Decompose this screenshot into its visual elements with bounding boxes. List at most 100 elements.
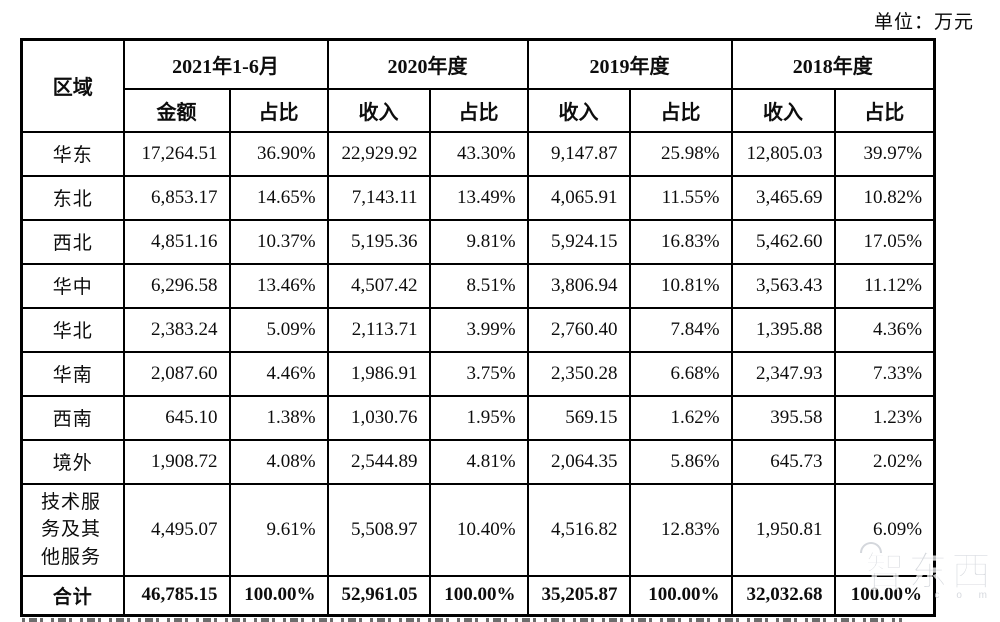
value-cell: 11.55%	[628, 174, 733, 221]
value-cell: 395.58	[730, 394, 836, 441]
region-cell: 西南	[20, 394, 125, 441]
value-cell: 11.12%	[833, 262, 936, 309]
value-cell: 1,950.81	[730, 482, 836, 578]
value-cell: 5,508.97	[326, 482, 431, 578]
value-cell: 5,924.15	[526, 218, 631, 265]
value-cell: 1,395.88	[730, 306, 836, 353]
value-cell: 8.51%	[428, 262, 529, 309]
value-cell: 645.73	[730, 438, 836, 485]
table-row: 华北 2,383.24 5.09% 2,113.71 3.99% 2,760.4…	[20, 306, 936, 353]
value-cell: 4,507.42	[326, 262, 431, 309]
value-cell: 2,113.71	[326, 306, 431, 353]
value-cell: 22,929.92	[326, 130, 431, 177]
value-cell: 1.95%	[428, 394, 529, 441]
region-cell: 西北	[20, 218, 125, 265]
value-cell: 4.36%	[833, 306, 936, 353]
table-row: 西南 645.10 1.38% 1,030.76 1.95% 569.15 1.…	[20, 394, 936, 441]
value-cell: 9.61%	[228, 482, 329, 578]
value-cell: 6.68%	[628, 350, 733, 397]
value-cell: 3,465.69	[730, 174, 836, 221]
value-cell: 36.90%	[228, 130, 329, 177]
region-column-header: 区域	[20, 38, 125, 133]
unit-label: 单位：万元	[873, 12, 974, 33]
value-cell: 25.98%	[628, 130, 733, 177]
region-cell: 华东	[20, 130, 125, 177]
value-cell: 35,205.87	[526, 575, 631, 617]
value-cell: 12,805.03	[730, 130, 836, 177]
value-cell: 52,961.05	[326, 575, 431, 617]
value-cell: 32,032.68	[730, 575, 836, 617]
table-row: 境外 1,908.72 4.08% 2,544.89 4.81% 2,064.3…	[20, 438, 936, 485]
subheader-2018-revenue: 收入	[730, 87, 836, 133]
value-cell: 17,264.51	[122, 130, 231, 177]
value-cell: 5.86%	[628, 438, 733, 485]
value-cell: 13.49%	[428, 174, 529, 221]
value-cell: 16.83%	[628, 218, 733, 265]
value-cell: 2.02%	[833, 438, 936, 485]
value-cell: 14.65%	[228, 174, 329, 221]
subheader-2019-revenue: 收入	[526, 87, 631, 133]
value-cell: 9.81%	[428, 218, 529, 265]
value-cell: 13.46%	[228, 262, 329, 309]
value-cell: 9,147.87	[526, 130, 631, 177]
subheader-2020-share: 占比	[428, 87, 529, 133]
value-cell: 100.00%	[833, 575, 936, 617]
value-cell: 100.00%	[428, 575, 529, 617]
value-cell: 3,806.94	[526, 262, 631, 309]
colgroup-2020: 2020年度	[326, 38, 529, 90]
value-cell: 6,853.17	[122, 174, 231, 221]
value-cell: 2,383.24	[122, 306, 231, 353]
table-row: 华南 2,087.60 4.46% 1,986.91 3.75% 2,350.2…	[20, 350, 936, 397]
clipped-text-line	[22, 618, 902, 622]
region-cell: 华北	[20, 306, 125, 353]
value-cell: 6,296.58	[122, 262, 231, 309]
value-cell: 1,908.72	[122, 438, 231, 485]
region-cell: 技术服务及其他服务	[20, 482, 125, 578]
value-cell: 4,851.16	[122, 218, 231, 265]
value-cell: 1.23%	[833, 394, 936, 441]
colgroup-2018: 2018年度	[730, 38, 936, 90]
value-cell: 2,347.93	[730, 350, 836, 397]
value-cell: 17.05%	[833, 218, 936, 265]
value-cell: 3,563.43	[730, 262, 836, 309]
value-cell: 10.37%	[228, 218, 329, 265]
value-cell: 5,462.60	[730, 218, 836, 265]
value-cell: 39.97%	[833, 130, 936, 177]
revenue-by-region-table: 区域 2021年1-6月 2020年度 2019年度 2018年度 金额 占比 …	[20, 38, 937, 617]
value-cell: 1.62%	[628, 394, 733, 441]
table-body: 华东 17,264.51 36.90% 22,929.92 43.30% 9,1…	[20, 130, 936, 617]
value-cell: 4,516.82	[526, 482, 631, 578]
value-cell: 6.09%	[833, 482, 936, 578]
value-cell: 2,544.89	[326, 438, 431, 485]
value-cell: 3.75%	[428, 350, 529, 397]
value-cell: 2,760.40	[526, 306, 631, 353]
value-cell: 10.82%	[833, 174, 936, 221]
table-row: 华东 17,264.51 36.90% 22,929.92 43.30% 9,1…	[20, 130, 936, 177]
subheader-2021-amount: 金额	[122, 87, 231, 133]
value-cell: 7.84%	[628, 306, 733, 353]
value-cell: 569.15	[526, 394, 631, 441]
value-cell: 46,785.15	[122, 575, 231, 617]
table-row: 华中 6,296.58 13.46% 4,507.42 8.51% 3,806.…	[20, 262, 936, 309]
value-cell: 2,087.60	[122, 350, 231, 397]
value-cell: 645.10	[122, 394, 231, 441]
subheader-2019-share: 占比	[628, 87, 733, 133]
table-row: 西北 4,851.16 10.37% 5,195.36 9.81% 5,924.…	[20, 218, 936, 265]
region-cell: 华南	[20, 350, 125, 397]
value-cell: 7.33%	[833, 350, 936, 397]
value-cell: 5.09%	[228, 306, 329, 353]
value-cell: 1,986.91	[326, 350, 431, 397]
value-cell: 100.00%	[628, 575, 733, 617]
subheader-2021-share: 占比	[228, 87, 329, 133]
table-row: 技术服务及其他服务 4,495.07 9.61% 5,508.97 10.40%…	[20, 482, 936, 578]
subheader-2020-revenue: 收入	[326, 87, 431, 133]
value-cell: 4.08%	[228, 438, 329, 485]
value-cell: 1.38%	[228, 394, 329, 441]
subheader-2018-share: 占比	[833, 87, 936, 133]
value-cell: 2,350.28	[526, 350, 631, 397]
header-sub-row: 金额 占比 收入 占比 收入 占比 收入 占比	[22, 87, 936, 133]
region-cell: 华中	[20, 262, 125, 309]
value-cell: 10.40%	[428, 482, 529, 578]
value-cell: 5,195.36	[326, 218, 431, 265]
